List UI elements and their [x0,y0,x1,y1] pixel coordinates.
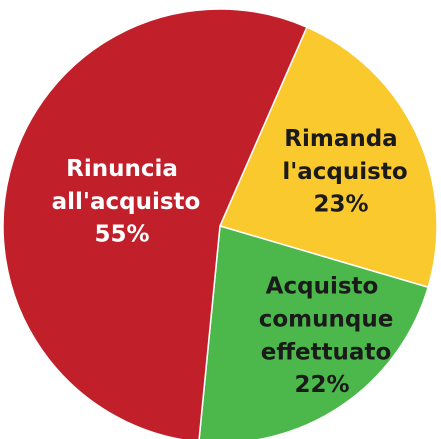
label-line: effettuato [253,339,392,365]
pie-slice [2,8,308,439]
value-label: 55% [94,222,149,248]
label-line: comunque [251,306,394,332]
value-label: 23% [313,192,368,218]
pie-slice [218,26,438,289]
pie-slice [198,225,430,439]
label-line: l'acquisto [274,159,407,185]
value-label: 22% [294,372,349,398]
slice-label: Rimanda l'acquisto [274,126,407,185]
slice-label: Acquisto comunque effettuato [251,273,394,365]
label-line: Rinuncia [66,156,178,182]
label-line: Acquisto [266,273,379,299]
label-line: all'acquisto [44,189,201,215]
label-line: Rimanda [284,126,397,152]
slice-label: Rinuncia all'acquisto [44,156,201,215]
